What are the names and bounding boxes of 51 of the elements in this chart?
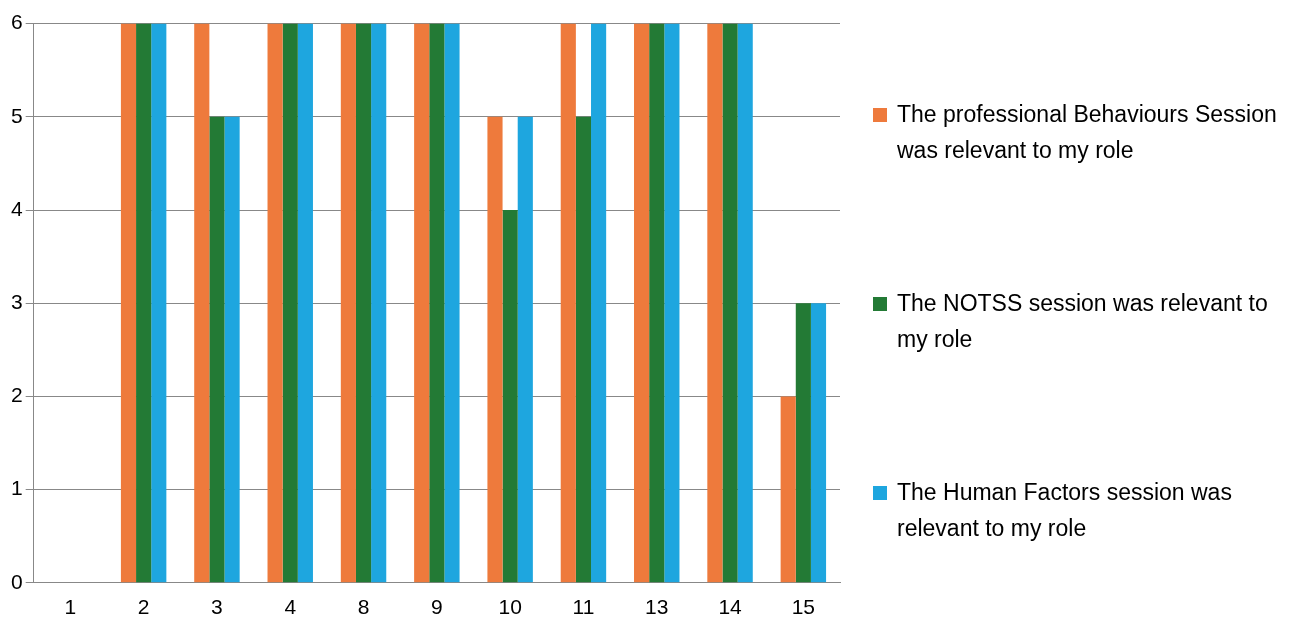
x-tick-label: 13 [645,595,669,619]
bar [282,23,298,583]
bar [194,23,210,583]
legend-label: The Human Factors session was relevant to my role [897,477,1233,543]
bar [560,23,576,583]
x-tick-label: 15 [791,595,816,619]
bar [429,23,445,583]
bar [707,23,723,583]
bar [591,23,607,583]
bar [355,23,372,583]
bar [414,23,430,583]
bar [297,23,313,583]
x-tick-label: 10 [498,595,522,619]
x-tick-label: 14 [718,595,743,619]
bar [575,116,592,583]
y-tick-label: 5 [10,103,23,127]
bar [722,23,738,583]
bar [795,303,811,583]
x-tick-label: 9 [431,595,443,619]
x-tick-label: 8 [357,595,370,619]
bar [649,23,665,583]
y-tick-label: 3 [10,290,23,313]
bar [120,23,137,583]
y-tick-label: 6 [10,10,23,34]
bar [634,23,650,583]
legend-label: The NOTSS session was relevant to my role [897,289,1269,354]
bar [487,116,503,583]
bar [810,303,827,583]
bar [502,210,518,583]
bar [517,116,533,583]
x-tick-label: 11 [572,595,595,619]
y-tick-label: 1 [10,476,23,500]
bar [780,396,796,583]
x-tick-label: 4 [284,595,297,619]
bar [737,23,753,583]
bar [664,23,680,583]
bar [224,116,240,583]
x-tick-label: 1 [64,595,77,619]
bar [340,23,356,583]
y-tick-label: 0 [10,569,23,593]
bar [444,23,460,583]
x-tick-label: 2 [137,595,150,619]
bar [151,23,167,583]
bar [267,23,283,583]
bar [209,116,225,583]
y-tick-label: 4 [10,196,23,220]
bar [371,23,387,583]
legend-label: The professional Behaviours Session was relevant to my role [897,100,1278,166]
x-tick-label: 3 [211,595,223,619]
bar [136,23,152,583]
y-tick-label: 2 [10,383,23,407]
